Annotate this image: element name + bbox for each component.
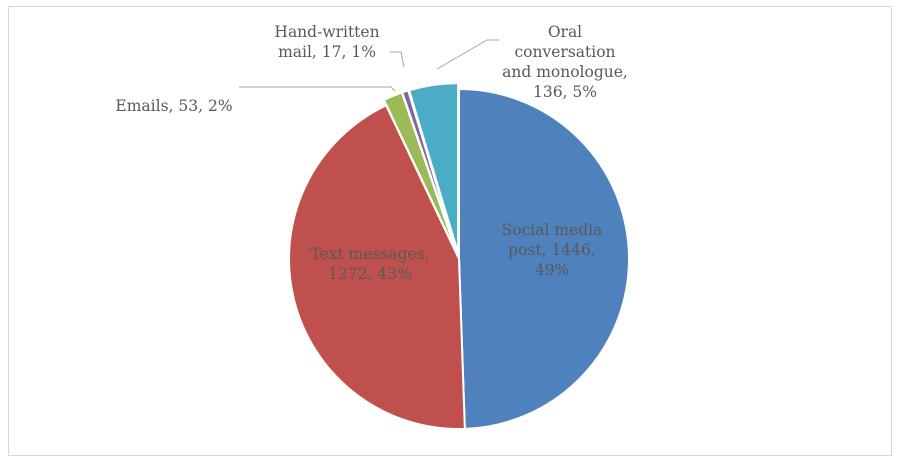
data-label-line: 136, 5% xyxy=(533,83,597,101)
data-label-text-messages: Text messages, 1272, 43% xyxy=(310,245,429,283)
data-label-line: Oral xyxy=(548,23,582,41)
data-label-line: 49% xyxy=(535,261,569,279)
data-label-emails: Emails, 53, 2% xyxy=(115,97,232,115)
pie-slice-social-media-post xyxy=(458,87,630,430)
leader-line-oral-conversation-and-monologue xyxy=(436,39,499,70)
data-label-line: Social media xyxy=(502,221,603,239)
data-label-hand-written-mail: Hand-written mail, 17, 1% xyxy=(274,23,379,61)
data-label-oral-conversation-and-monologue: Oral conversation and monologue, 136, 5% xyxy=(502,23,628,101)
data-label-line: mail, 17, 1% xyxy=(278,43,376,61)
data-label-line: 1272, 43% xyxy=(328,265,412,283)
data-label-line: post, 1446, xyxy=(508,241,596,259)
data-label-line: Text messages, xyxy=(310,245,429,263)
data-label-line: Hand-written xyxy=(274,23,379,41)
leader-line-emails xyxy=(239,86,396,92)
chart-area: Social media post, 1446, 49% Text messages,… xyxy=(8,6,892,456)
data-label-social-media-post: Social media post, 1446, 49% xyxy=(502,221,603,279)
data-label-line: Emails, 53, 2% xyxy=(115,97,232,115)
data-label-line: conversation xyxy=(514,43,615,61)
pie-chart: Social media post, 1446, 49% Text messages,… xyxy=(115,23,630,430)
pie-slice-oral-conversation-and-monologue xyxy=(407,82,460,254)
leader-line-hand-written-mail xyxy=(390,51,405,68)
pie-slice-text-messages xyxy=(288,104,466,430)
data-label-line: and monologue, xyxy=(502,63,628,81)
